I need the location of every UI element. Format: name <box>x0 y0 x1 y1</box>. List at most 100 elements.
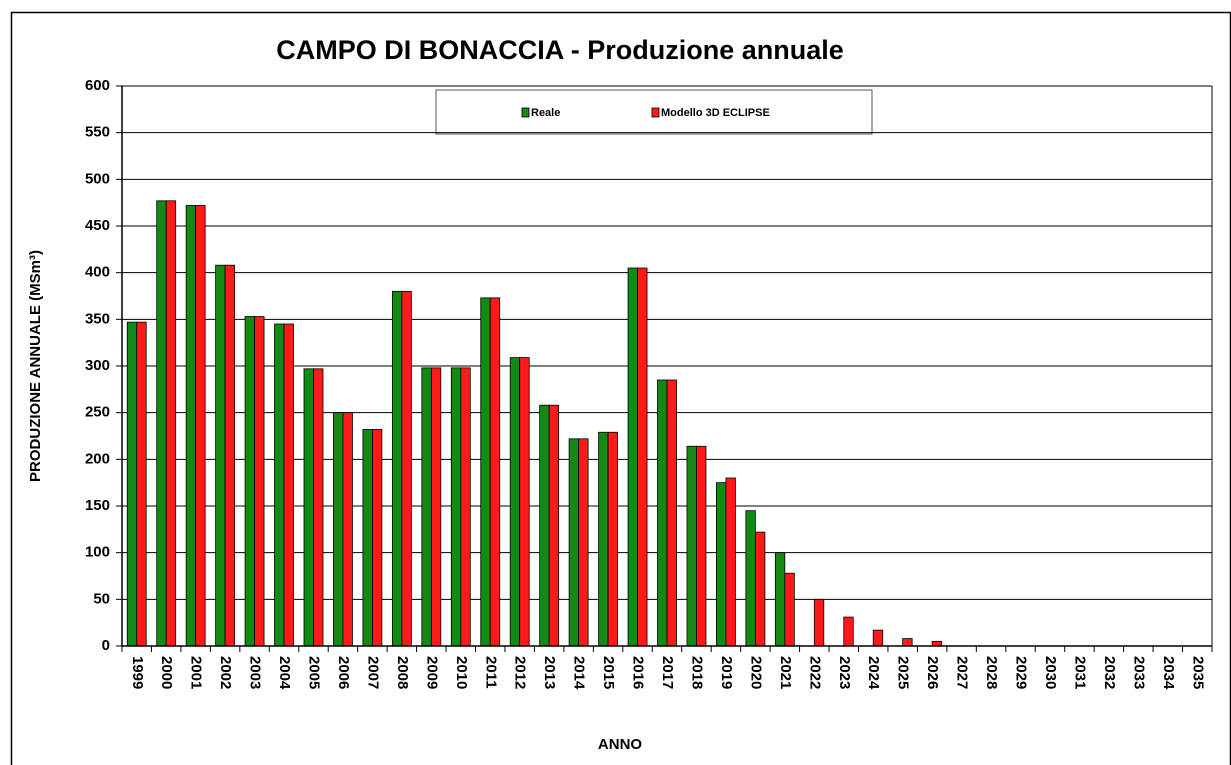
bar <box>627 267 638 647</box>
y-tick-label: 550 <box>85 124 110 141</box>
bar <box>539 404 550 647</box>
bar <box>548 404 560 647</box>
y-tick-label: 250 <box>85 404 110 421</box>
x-tick-label: 2028 <box>983 656 1000 689</box>
bar <box>607 431 618 647</box>
bar <box>165 200 177 647</box>
x-tick-label: 2015 <box>600 656 617 689</box>
bar <box>274 323 285 647</box>
x-tick-label: 2016 <box>630 656 647 689</box>
bar <box>450 367 462 647</box>
y-axis-label: PRODUZIONE ANNUALE (MSm³) <box>27 250 44 482</box>
x-tick-label: 2004 <box>276 656 293 690</box>
bar <box>342 412 353 647</box>
bar <box>843 616 854 647</box>
bar <box>333 412 344 647</box>
x-tick-label: 2008 <box>394 656 411 689</box>
bar <box>784 572 795 647</box>
x-tick-label: 2011 <box>482 656 499 689</box>
bar <box>716 482 727 647</box>
bar <box>283 323 294 647</box>
bar <box>303 368 314 647</box>
x-tick-label: 2029 <box>1013 656 1030 689</box>
x-tick-label: 2003 <box>247 656 264 689</box>
bar <box>215 264 226 647</box>
bar <box>185 205 197 647</box>
bar <box>774 552 786 647</box>
x-tick-label: 2017 <box>659 656 676 689</box>
x-tick-label: 2032 <box>1101 656 1118 689</box>
bar <box>657 379 668 647</box>
bar <box>519 357 530 647</box>
x-tick-label: 2006 <box>335 656 352 689</box>
bar <box>401 290 412 647</box>
x-tick-label: 2010 <box>453 656 470 689</box>
bar <box>578 438 589 647</box>
bar <box>686 445 697 647</box>
y-tick-label: 100 <box>85 544 110 561</box>
x-tick-label: 2021 <box>777 656 794 689</box>
x-tick-label: 2022 <box>806 656 823 689</box>
bar <box>391 290 403 647</box>
x-tick-label: 2018 <box>688 656 705 689</box>
legend-label: Modello 3D ECLIPSE <box>661 107 770 119</box>
x-tick-label: 2005 <box>306 656 323 689</box>
chart-border <box>10 11 1231 765</box>
bar <box>430 367 442 647</box>
bar <box>480 297 491 647</box>
bar <box>568 438 580 647</box>
y-tick-label: 0 <box>102 637 110 654</box>
bar <box>362 429 373 647</box>
x-tick-label: 2013 <box>541 656 558 689</box>
bar <box>372 429 383 647</box>
x-tick-label: 2007 <box>364 656 381 689</box>
x-tick-label: 2020 <box>747 656 764 689</box>
legend-swatch <box>651 107 660 118</box>
x-tick-label: 2019 <box>718 656 735 689</box>
chart-title: CAMPO DI BONACCIA - Produzione annuale <box>276 35 844 65</box>
x-tick-label: 2031 <box>1071 656 1088 689</box>
bar <box>509 357 521 647</box>
bar <box>244 316 255 647</box>
x-tick-label: 2000 <box>158 656 175 689</box>
x-tick-label: 2030 <box>1042 656 1059 689</box>
x-tick-label: 2012 <box>512 656 529 689</box>
x-tick-label: 2001 <box>188 656 205 689</box>
x-tick-label: 2014 <box>571 656 588 690</box>
bar <box>136 321 147 647</box>
bar <box>195 205 206 647</box>
y-tick-label: 300 <box>85 357 110 374</box>
bar <box>813 598 825 647</box>
bar <box>725 477 736 647</box>
bar <box>489 297 501 647</box>
y-tick-label: 400 <box>85 264 110 281</box>
x-axis-label: ANNO <box>598 736 642 753</box>
bar <box>126 321 138 647</box>
y-tick-label: 150 <box>85 497 110 514</box>
y-tick-label: 200 <box>85 450 110 467</box>
bar <box>460 367 471 647</box>
x-tick-label: 1999 <box>129 656 146 689</box>
bar <box>754 531 766 647</box>
x-tick-label: 2034 <box>1160 656 1177 690</box>
bar <box>598 431 609 647</box>
y-tick-label: 350 <box>85 310 110 327</box>
y-tick-label: 600 <box>85 77 110 94</box>
x-tick-label: 2035 <box>1189 656 1206 689</box>
bar <box>902 638 913 647</box>
bar <box>224 264 236 647</box>
bar <box>254 316 265 647</box>
y-tick-label: 50 <box>93 590 110 607</box>
legend-label: Reale <box>531 107 560 119</box>
x-tick-label: 2027 <box>954 656 971 689</box>
bar <box>637 267 648 647</box>
y-tick-label: 500 <box>85 170 110 187</box>
x-tick-label: 2026 <box>924 656 941 689</box>
x-tick-label: 2033 <box>1130 656 1147 689</box>
legend-swatch <box>521 107 530 118</box>
bar <box>313 368 324 647</box>
y-tick-label: 450 <box>85 217 110 234</box>
x-tick-label: 2002 <box>217 656 234 689</box>
bar <box>421 367 432 647</box>
